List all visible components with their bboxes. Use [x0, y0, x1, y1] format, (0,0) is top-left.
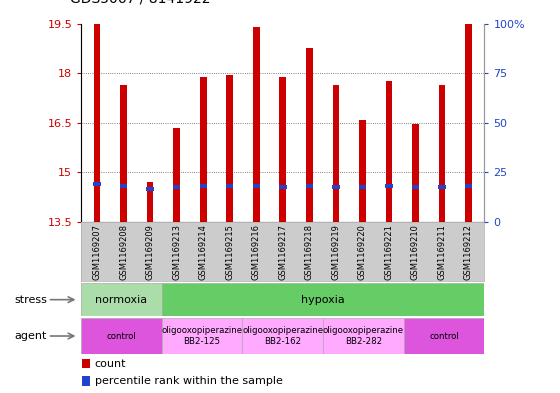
Bar [386, 81, 392, 222]
Text: normoxia: normoxia [95, 295, 148, 305]
Bar [404, 318, 484, 354]
Text: control: control [429, 332, 459, 340]
Text: GSM1169219: GSM1169219 [332, 224, 340, 280]
Text: GSM1169214: GSM1169214 [199, 224, 208, 280]
Bar [438, 85, 445, 222]
Text: GSM1169216: GSM1169216 [252, 224, 261, 280]
Bar [162, 283, 484, 316]
Text: GDS5067 / 8141922: GDS5067 / 8141922 [70, 0, 211, 6]
Bar [199, 184, 207, 187]
Bar [253, 184, 260, 187]
Text: GSM1169217: GSM1169217 [278, 224, 287, 280]
Bar [465, 24, 472, 222]
Bar [385, 184, 393, 187]
Bar [253, 27, 260, 222]
Bar [358, 185, 366, 189]
Text: GSM1169207: GSM1169207 [92, 224, 101, 280]
Bar [200, 77, 207, 222]
Bar [81, 318, 162, 354]
Text: GSM1169208: GSM1169208 [119, 224, 128, 280]
Text: count: count [95, 359, 126, 369]
Text: oligooxopiperazine
BB2-282: oligooxopiperazine BB2-282 [323, 326, 404, 346]
Text: GSM1169218: GSM1169218 [305, 224, 314, 280]
Bar [279, 77, 286, 222]
Bar [465, 184, 472, 187]
Bar [412, 185, 419, 189]
Bar [412, 125, 419, 222]
Text: GSM1169209: GSM1169209 [146, 224, 155, 280]
Bar [306, 184, 313, 187]
Bar [226, 184, 234, 187]
Bar [147, 187, 154, 191]
Text: GSM1169210: GSM1169210 [411, 224, 420, 280]
Bar [323, 318, 404, 354]
Bar [173, 185, 180, 189]
Bar [174, 128, 180, 222]
Text: hypoxia: hypoxia [301, 295, 345, 305]
Text: percentile rank within the sample: percentile rank within the sample [95, 376, 282, 386]
Text: oligooxopiperazine
BB2-162: oligooxopiperazine BB2-162 [242, 326, 323, 346]
Bar [147, 182, 153, 222]
Text: GSM1169212: GSM1169212 [464, 224, 473, 280]
Bar [82, 376, 90, 386]
Text: oligooxopiperazine
BB2-125: oligooxopiperazine BB2-125 [162, 326, 242, 346]
Bar [162, 318, 242, 354]
Bar [94, 182, 101, 186]
Text: GSM1169220: GSM1169220 [358, 224, 367, 280]
Text: agent: agent [14, 331, 46, 341]
Bar [81, 283, 162, 316]
Bar [359, 119, 366, 222]
Bar [279, 185, 287, 189]
Bar [120, 184, 127, 187]
Bar [94, 9, 100, 222]
Bar [438, 185, 446, 189]
Text: GSM1169215: GSM1169215 [225, 224, 234, 280]
Text: stress: stress [14, 295, 47, 305]
Bar [333, 85, 339, 222]
Text: GSM1169211: GSM1169211 [437, 224, 446, 280]
Bar [82, 359, 90, 368]
Text: GSM1169213: GSM1169213 [172, 224, 181, 280]
Bar [306, 48, 312, 222]
Bar [242, 318, 323, 354]
Bar [226, 75, 233, 222]
Bar [120, 85, 127, 222]
Text: GSM1169221: GSM1169221 [384, 224, 394, 280]
Text: control: control [106, 332, 137, 340]
Bar [332, 185, 339, 189]
